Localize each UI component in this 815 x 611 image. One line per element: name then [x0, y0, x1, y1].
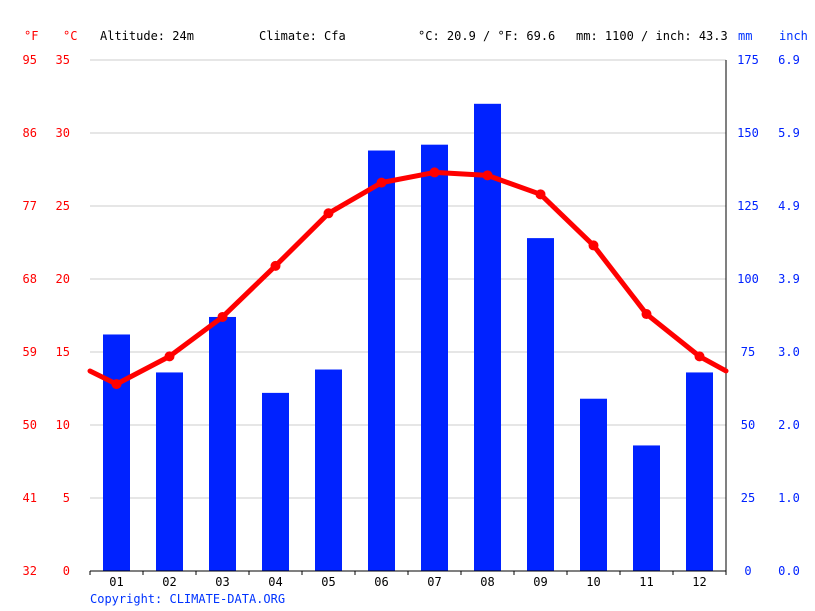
tick-label-celsius: 10 [56, 418, 70, 432]
climate-label: Climate: Cfa [259, 29, 346, 43]
tick-label-mm: 50 [741, 418, 755, 432]
temperature-point [164, 351, 175, 362]
x-tick-label: 06 [374, 575, 388, 589]
tick-label-fahrenheit: 86 [23, 126, 37, 140]
tick-label-mm: 150 [737, 126, 759, 140]
precipitation-bar [103, 334, 130, 571]
x-tick-label: 05 [321, 575, 335, 589]
precipitation-bar [686, 372, 713, 571]
tick-label-celsius: 20 [56, 272, 70, 286]
tick-label-inch: 3.9 [778, 272, 800, 286]
precipitation-bar [527, 238, 554, 571]
tick-label-inch: 5.9 [778, 126, 800, 140]
precipitation-bar [421, 144, 448, 571]
x-tick-label: 11 [639, 575, 653, 589]
tick-label-celsius: 5 [63, 491, 70, 505]
precipitation-bar [156, 372, 183, 571]
temperature-point [111, 379, 122, 390]
precipitation-bar [633, 445, 660, 571]
x-tick-label: 03 [215, 575, 229, 589]
tick-label-fahrenheit: 95 [23, 53, 37, 67]
mm-unit-label: mm [738, 29, 753, 43]
tick-label-mm: 100 [737, 272, 759, 286]
x-tick-label: 12 [692, 575, 706, 589]
tick-label-fahrenheit: 50 [23, 418, 37, 432]
tick-label-mm: 25 [741, 491, 755, 505]
temperature-point [588, 240, 599, 251]
x-tick-label: 01 [109, 575, 123, 589]
temperature-point [376, 177, 387, 188]
precipitation-bar [368, 150, 395, 571]
temperature-point [694, 351, 705, 362]
tick-label-celsius: 25 [56, 199, 70, 213]
precipitation-bar [262, 392, 289, 571]
fahrenheit-unit-label: °F [24, 29, 39, 43]
x-tick-label: 09 [533, 575, 547, 589]
precipitation-bar [209, 316, 236, 571]
tick-label-celsius: 35 [56, 53, 70, 67]
tick-label-inch: 1.0 [778, 491, 800, 505]
tick-label-fahrenheit: 77 [23, 199, 37, 213]
temperature-point [217, 311, 228, 322]
annual-precipitation-label: mm: 1100 / inch: 43.3 [576, 29, 728, 43]
tick-label-mm: 75 [741, 345, 755, 359]
tick-label-fahrenheit: 41 [23, 491, 37, 505]
precipitation-bar [580, 398, 607, 571]
tick-label-inch: 4.9 [778, 199, 800, 213]
tick-label-celsius: 15 [56, 345, 70, 359]
precipitation-bar [315, 369, 342, 571]
temperature-point [535, 189, 546, 200]
temperature-point [323, 208, 334, 219]
x-tick-label: 08 [480, 575, 494, 589]
inch-unit-label: inch [779, 29, 808, 43]
altitude-label: Altitude: 24m [100, 29, 194, 43]
tick-label-celsius: 0 [63, 564, 70, 578]
temperature-line [87, 169, 729, 387]
x-tick-label: 02 [162, 575, 176, 589]
tick-label-mm: 0 [744, 564, 751, 578]
tick-label-mm: 125 [737, 199, 759, 213]
temperature-point [641, 309, 652, 320]
tick-label-inch: 2.0 [778, 418, 800, 432]
x-tick-label: 04 [268, 575, 282, 589]
tick-label-mm: 175 [737, 53, 759, 67]
tick-label-inch: 0.0 [778, 564, 800, 578]
temperature-point [482, 170, 493, 181]
temperature-point [270, 260, 281, 271]
tick-label-celsius: 30 [56, 126, 70, 140]
tick-label-fahrenheit: 32 [23, 564, 37, 578]
tick-label-inch: 3.0 [778, 345, 800, 359]
x-tick-label: 10 [586, 575, 600, 589]
tick-label-fahrenheit: 59 [23, 345, 37, 359]
average-temperature-label: °C: 20.9 / °F: 69.6 [418, 29, 556, 43]
tick-label-inch: 6.9 [778, 53, 800, 67]
temperature-point [429, 167, 440, 178]
copyright-link[interactable]: Copyright: CLIMATE-DATA.ORG [90, 592, 286, 606]
x-tick-label: 07 [427, 575, 441, 589]
tick-label-fahrenheit: 68 [23, 272, 37, 286]
precipitation-bar [474, 103, 501, 572]
celsius-unit-label: °C [63, 29, 78, 43]
